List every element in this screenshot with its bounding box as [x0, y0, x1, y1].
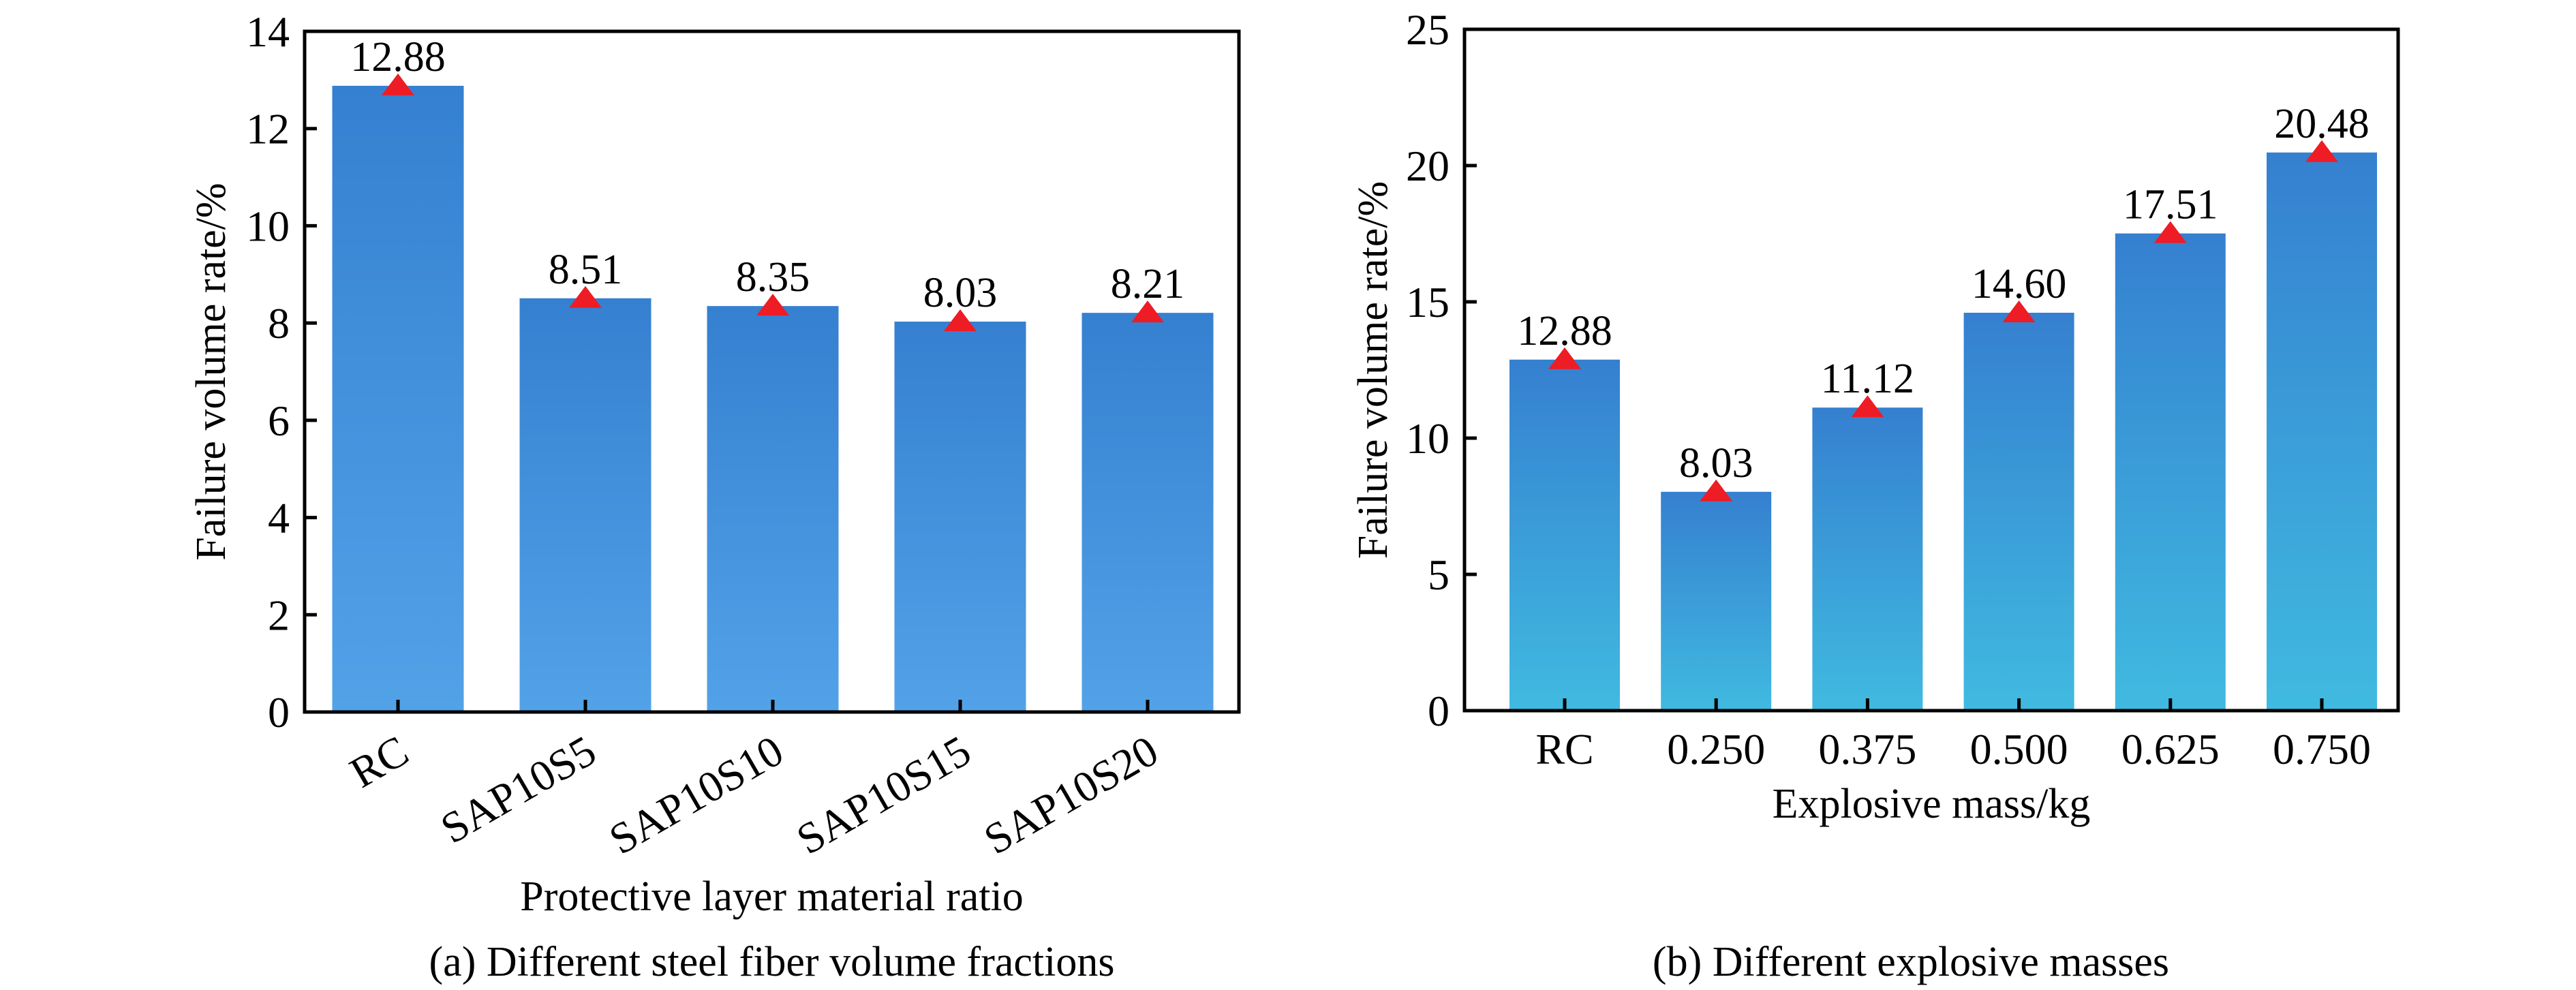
- data-labels-group: 12.88 8.03 11.12 14.60 17.51 20.48: [1517, 101, 2370, 486]
- x-tick-label: SAP10S10: [601, 726, 791, 864]
- x-tick-label: 0.750: [2273, 725, 2371, 773]
- markers-group: [382, 73, 1164, 332]
- y-tick-label: 2: [268, 591, 290, 639]
- y-tick-label: 15: [1406, 278, 1450, 326]
- bar-0.375: [1812, 407, 1923, 711]
- x-tick-label: RC: [342, 726, 416, 797]
- x-ticks-group: RC 0.250 0.375 0.500 0.625 0.750: [1535, 698, 2371, 773]
- figure-caption: (a) Different steel fiber volume fractio…: [429, 939, 1115, 985]
- bar-SAP10S15: [894, 322, 1026, 712]
- data-label: 8.51: [549, 247, 623, 293]
- bar-SAP10S10: [707, 306, 839, 712]
- y-tick-label: 5: [1428, 551, 1450, 599]
- plot-frame: [1462, 27, 2400, 713]
- bar-RC: [332, 85, 464, 713]
- bars-group: [1509, 152, 2377, 711]
- y-tick-label: 8: [268, 299, 290, 347]
- bars-group: [332, 85, 1214, 713]
- triangle-marker: [2305, 140, 2338, 162]
- data-label: 8.03: [1679, 440, 1753, 486]
- data-labels-group: 12.88 8.51 8.35 8.03 8.21: [350, 34, 1184, 316]
- y-tick-label: 12: [246, 105, 290, 153]
- bar-0.750: [2267, 152, 2377, 711]
- y-tick-label: 10: [1406, 414, 1450, 463]
- x-tick-label: 0.250: [1667, 725, 1765, 773]
- x-axis-label: Explosive mass/kg: [1773, 781, 2091, 827]
- triangle-marker: [1700, 479, 1733, 501]
- data-label: 20.48: [2274, 101, 2370, 147]
- bar-0.250: [1661, 491, 1772, 711]
- bar-SAP10S5: [519, 298, 651, 712]
- y-axis-label: Failure volume rate/%: [1350, 181, 1396, 559]
- triangle-marker: [569, 285, 602, 308]
- data-label: 17.51: [2123, 182, 2218, 228]
- triangle-marker: [1548, 347, 1581, 369]
- figure-caption: (b) Different explosive masses: [1653, 939, 2169, 985]
- data-label: 11.12: [1821, 356, 1914, 402]
- x-axis-label: Protective layer material ratio: [520, 873, 1024, 920]
- y-axis-label: Failure volume rate/%: [188, 183, 234, 560]
- triangle-marker: [1851, 395, 1884, 418]
- data-label: 8.03: [923, 270, 998, 316]
- y-ticks-group: 0 5 10 15 20 25: [1406, 5, 1477, 735]
- bar-RC: [1509, 359, 1620, 711]
- triangle-marker: [2002, 300, 2036, 322]
- y-tick-label: 4: [268, 494, 290, 542]
- x-tick-label: 0.500: [1970, 725, 2068, 773]
- triangle-marker: [944, 309, 977, 332]
- chart-panel-b: 12.88 8.03 11.12 14.60 17.51 20.48 0 5 10 15 20 25…: [1350, 5, 2400, 985]
- data-label: 14.60: [1972, 261, 2067, 307]
- x-tick-label: SAP10S20: [976, 726, 1166, 864]
- y-tick-label: 0: [268, 688, 290, 737]
- x-tick-label: SAP10S15: [788, 726, 979, 864]
- data-label: 12.88: [1517, 308, 1612, 354]
- y-ticks-group: 0 2 4 6 8 10 12 14: [246, 7, 317, 737]
- x-tick-label: 0.375: [1818, 725, 1916, 773]
- y-tick-label: 14: [246, 7, 290, 56]
- y-tick-label: 25: [1406, 5, 1450, 54]
- data-label: 8.21: [1111, 261, 1185, 307]
- data-label: 8.35: [736, 254, 810, 300]
- triangle-marker: [1131, 300, 1164, 323]
- bar-SAP10S20: [1082, 313, 1214, 713]
- y-tick-label: 0: [1428, 687, 1450, 735]
- y-tick-label: 6: [268, 397, 290, 445]
- y-tick-label: 10: [246, 202, 290, 250]
- bar-0.625: [2115, 233, 2226, 711]
- triangle-marker: [756, 294, 789, 316]
- x-tick-label: RC: [1535, 725, 1593, 773]
- data-label: 12.88: [350, 34, 446, 80]
- y-tick-label: 20: [1406, 142, 1450, 190]
- bar-0.500: [1963, 313, 2074, 711]
- triangle-marker: [382, 73, 414, 95]
- x-tick-label: SAP10S5: [433, 726, 604, 853]
- x-tick-label: 0.625: [2121, 725, 2220, 773]
- markers-group: [1548, 140, 2338, 501]
- triangle-marker: [2153, 221, 2187, 243]
